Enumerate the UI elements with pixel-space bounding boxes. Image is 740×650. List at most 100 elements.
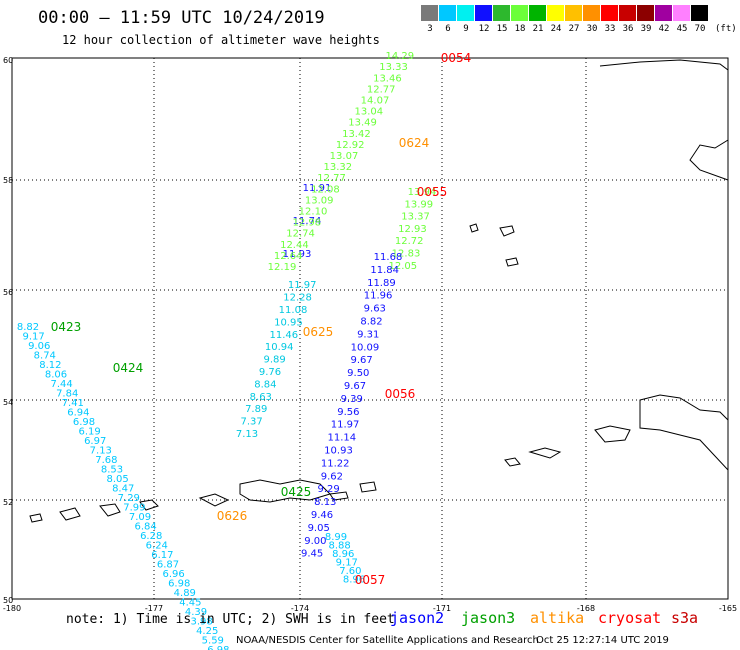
wave-height-value: 7.68: [95, 455, 117, 466]
wave-height-value: 13.49: [348, 118, 377, 129]
wave-height-value: 6.24: [146, 541, 168, 552]
wave-height-value: 10.93: [324, 446, 353, 457]
scale-swatch: [511, 5, 529, 21]
wave-height-value: 6.94: [67, 408, 89, 419]
wave-height-value: 12.77: [317, 173, 346, 184]
wave-height-value: 9.56: [337, 407, 359, 418]
wave-height-value: 6.28: [140, 531, 162, 542]
wave-height-value: 3.98: [190, 617, 212, 628]
map-subtitle: 12 hour collection of altimeter wave hei…: [62, 33, 380, 47]
wave-height-value: 13.37: [401, 212, 430, 223]
wave-height-value: 5.59: [202, 636, 224, 647]
wave-height-value: 12.05: [388, 261, 417, 272]
wave-height-value: 9.62: [321, 471, 343, 482]
wave-height-value: 8.96: [343, 575, 365, 586]
wave-height-value: 7.29: [118, 493, 140, 504]
wave-height-value: 6.97: [84, 436, 106, 447]
wave-height-value: 11.74: [293, 216, 322, 227]
wave-height-value: 11.89: [367, 278, 396, 289]
coastline: [29, 59, 729, 523]
wave-height-value: 8.96: [332, 549, 354, 560]
wave-height-value: 12.77: [367, 84, 396, 95]
wave-height-value: 12.93: [398, 224, 427, 235]
scale-label: 12: [478, 24, 490, 34]
wave-height-value: 11.46: [269, 330, 298, 341]
pass-time-label: 0054: [441, 51, 472, 65]
color-scale-bar: [421, 5, 709, 21]
latitude-label: 52: [3, 498, 13, 507]
longitude-label: -165: [719, 604, 737, 613]
wave-height-value: 7.89: [245, 404, 267, 415]
wave-height-value: 6.98: [168, 579, 190, 590]
longitude-label: -168: [577, 604, 595, 613]
wave-height-value: 9.63: [364, 304, 386, 315]
wave-height-value: 8.99: [325, 532, 347, 543]
wave-height-value: 4.39: [185, 607, 207, 618]
scale-swatch: [421, 5, 439, 21]
wave-height-value: 9.76: [259, 367, 281, 378]
scale-label: 70: [694, 24, 706, 34]
scale-swatch: [475, 5, 493, 21]
wave-height-value: 11.97: [288, 280, 317, 291]
wave-height-value: 9.29: [317, 484, 339, 495]
latitude-label: 56: [3, 288, 13, 297]
wave-height-value: 7.37: [240, 417, 262, 428]
wave-height-value: 4.25: [196, 626, 218, 637]
scale-label: 15: [496, 24, 508, 34]
wave-height-value: 7.09: [129, 512, 151, 523]
scale-label: 6: [445, 24, 451, 34]
pass-time-label: 0425: [281, 485, 312, 499]
wave-height-value: 14.07: [361, 96, 390, 107]
wave-height-value: 9.39: [341, 394, 363, 405]
pass-time-label: 0625: [303, 325, 334, 339]
wave-height-value: 12.28: [283, 293, 312, 304]
wave-height-value: 9.17: [22, 332, 44, 343]
wave-height-value: 8.06: [45, 370, 67, 381]
wave-height-value: 13.94: [408, 187, 437, 198]
wave-height-value: 4.45: [179, 598, 201, 609]
scale-swatch: [637, 5, 655, 21]
longitude-label: -171: [433, 604, 451, 613]
wave-height-value: 10.94: [265, 342, 294, 353]
wave-height-value: 11.91: [303, 183, 332, 194]
legend-entry: jason3: [461, 609, 516, 627]
legend-entry: altika: [530, 609, 585, 627]
scale-label: 42: [658, 24, 670, 34]
wave-height-value: 12.44: [280, 240, 309, 251]
wave-height-value: 9.46: [311, 510, 333, 521]
wave-height-value: 12.92: [336, 140, 365, 151]
wave-height-value: 7.84: [56, 389, 78, 400]
wave-height-value: 12.72: [395, 236, 424, 247]
wave-height-value: 8.63: [250, 392, 272, 403]
scale-label: 9: [463, 24, 469, 34]
longitude-label: -174: [291, 604, 309, 613]
wave-height-value: 9.00: [304, 536, 326, 547]
pass-time-label: 0424: [113, 361, 144, 375]
scale-label: 30: [586, 24, 598, 34]
wave-height-value: 7.44: [50, 379, 72, 390]
wave-height-value: 7.13: [90, 446, 112, 457]
wave-height-value: 7.60: [339, 566, 361, 577]
wave-height-value: 12.10: [299, 207, 328, 218]
wave-height-value: 11.08: [279, 305, 308, 316]
legend-entry: jason2: [390, 609, 445, 627]
pass-time-label: 0057: [355, 573, 386, 587]
wave-height-value: 13.33: [379, 62, 408, 73]
wave-height-value: 8.74: [34, 351, 56, 362]
wave-height-value: 4.89: [174, 588, 196, 599]
wave-height-value: 8.82: [17, 322, 39, 333]
scale-label: 36: [622, 24, 634, 34]
wave-height-value: 9.67: [344, 381, 366, 392]
wave-height-value: 9.31: [357, 329, 379, 340]
scale-swatch: [619, 5, 637, 21]
wave-height-value: 12.64: [274, 251, 303, 262]
wave-height-value: 11.96: [364, 291, 393, 302]
wave-height-value: 12.08: [311, 184, 340, 195]
wave-height-value: 6.98: [73, 417, 95, 428]
wave-height-value: 11.93: [283, 249, 312, 260]
wave-height-value: 11.14: [327, 433, 356, 444]
scale-swatch: [691, 5, 709, 21]
scale-swatch: [655, 5, 673, 21]
wave-height-value: 8.84: [254, 379, 276, 390]
